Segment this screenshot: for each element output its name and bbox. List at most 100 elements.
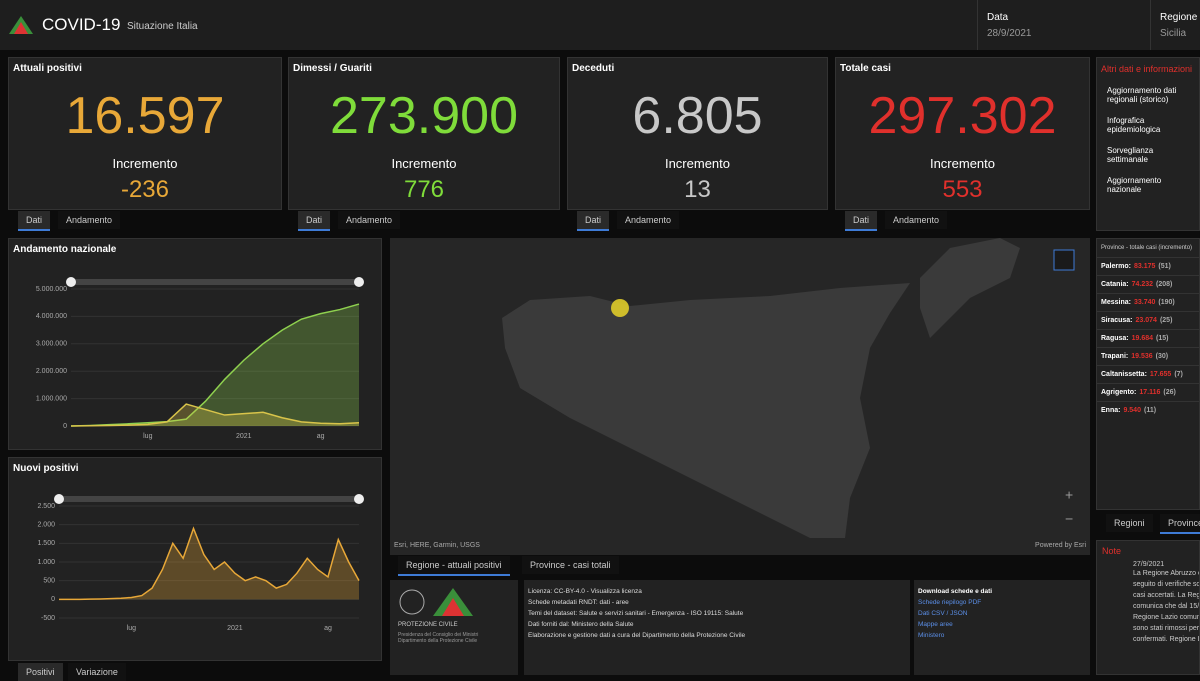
header: COVID-19 Situazione Italia Data 28/9/202… bbox=[0, 0, 1200, 50]
tab[interactable]: Province - casi totali bbox=[522, 556, 619, 574]
slider-handle[interactable] bbox=[354, 277, 364, 287]
tab[interactable]: Dati bbox=[845, 211, 878, 231]
province-value: 74.232 bbox=[1131, 281, 1154, 288]
area bbox=[71, 304, 359, 426]
logo-sub: Presidenza del Consiglio dei Ministri Di… bbox=[398, 632, 479, 644]
tab[interactable]: Dati bbox=[298, 211, 331, 231]
y-tick-label: 1.000 bbox=[37, 559, 55, 566]
province-row: Ragusa: 19.684 (15) bbox=[1097, 329, 1199, 347]
province-delta: (190) bbox=[1158, 299, 1175, 306]
footer-line: Temi del dataset: Salute e servizi sanit… bbox=[528, 610, 744, 617]
province-value: 33.740 bbox=[1133, 299, 1156, 306]
card-label: Attuali positivi bbox=[13, 63, 82, 74]
card-delta: 776 bbox=[403, 176, 445, 203]
logo bbox=[399, 588, 473, 616]
y-tick-label: 1.000.000 bbox=[36, 395, 67, 402]
province-row: Caltanissetta: 17.655 (7) bbox=[1097, 365, 1199, 383]
map-shapes: +− bbox=[390, 238, 1090, 555]
attribution: Powered by Esri bbox=[1035, 542, 1086, 549]
province-name: Siracusa: bbox=[1101, 317, 1133, 324]
province-value: 83.175 bbox=[1133, 263, 1156, 270]
province-value: 9.540 bbox=[1123, 407, 1141, 414]
tab[interactable]: Dati bbox=[577, 211, 610, 231]
download-link[interactable]: Ministero bbox=[918, 632, 945, 639]
tab[interactable]: Variazione bbox=[68, 663, 126, 681]
province-row: Agrigento: 17.116 (26) bbox=[1097, 383, 1199, 401]
map: + − Esri, HERE, Garmin, USGS Powered by E… bbox=[390, 238, 1090, 555]
province-name: Caltanissetta: bbox=[1101, 371, 1147, 378]
card-delta-label: Incremento bbox=[112, 156, 178, 171]
y-tick-label: 500 bbox=[43, 578, 55, 585]
info-link[interactable]: Sorveglianza settimanale bbox=[1107, 146, 1154, 164]
tab[interactable]: Dati bbox=[18, 211, 51, 231]
download-link[interactable]: Mappe aree bbox=[918, 621, 953, 628]
chart-title: Andamento nazionale bbox=[13, 244, 117, 255]
download-link[interactable]: Schede riepilogo PDF bbox=[918, 599, 982, 606]
logo-text: PROTEZIONE CIVILE bbox=[398, 622, 458, 628]
province-value: 19.536 bbox=[1131, 353, 1153, 360]
notes-date: 27/9/2021 bbox=[1133, 561, 1165, 568]
province-delta: (15) bbox=[1156, 335, 1169, 342]
area bbox=[71, 404, 359, 426]
province-panel: Province - totale casi (incremento) Pale… bbox=[1096, 238, 1200, 510]
tab[interactable]: Regioni bbox=[1106, 514, 1153, 532]
x-tick-label: ag bbox=[324, 625, 332, 632]
chart-panel: Nuovi positivi -500 0 500 1.000 1.500 2.000 2.… bbox=[8, 457, 382, 661]
card-label: Dimessi / Guariti bbox=[293, 63, 372, 74]
province-name: Palermo: bbox=[1101, 263, 1131, 270]
tab[interactable]: Province bbox=[1160, 514, 1200, 534]
chart-panel: Andamento nazionale 0 1.000.000 2.000.000 3… bbox=[8, 238, 382, 450]
slider-handle[interactable] bbox=[66, 277, 76, 287]
y-tick-label: 0 bbox=[63, 423, 67, 430]
card: Dimessi / Guariti 273.900 Incremento 776 bbox=[288, 57, 560, 210]
tab[interactable]: Regione - attuali positivi bbox=[398, 556, 510, 576]
card-label: Deceduti bbox=[572, 63, 615, 74]
province-delta: (26) bbox=[1163, 389, 1176, 396]
line bbox=[59, 526, 360, 601]
y-tick-label: 1.500 bbox=[37, 540, 55, 547]
date: 28/9/2021 bbox=[987, 28, 1032, 39]
card: Attuali positivi 16.597 Incremento -236 bbox=[8, 57, 282, 210]
slider-handle[interactable] bbox=[354, 494, 364, 504]
chart-title: Nuovi positivi bbox=[13, 463, 79, 474]
notes-text: La Regione Abruzzo comunica che a seguit… bbox=[1133, 570, 1200, 643]
tab[interactable]: Andamento bbox=[885, 211, 948, 229]
card-delta: 13 bbox=[684, 176, 711, 203]
x-tick-label: 2021 bbox=[227, 625, 243, 632]
y-tick-label: 0 bbox=[51, 596, 55, 603]
slider-handle[interactable] bbox=[54, 494, 64, 504]
chart: 0 1.000.000 2.000.000 3.000.000 4.000.000 5.0… bbox=[36, 277, 364, 440]
province-name: Ragusa: bbox=[1101, 335, 1129, 342]
x-tick-label: ag bbox=[317, 433, 325, 440]
province-delta: (30) bbox=[1155, 353, 1169, 360]
footer-info: Licenza: CC-BY-4.0 - Visualizza licenza S… bbox=[524, 580, 910, 675]
province-value: 23.074 bbox=[1135, 317, 1157, 324]
province-name: Trapani: bbox=[1101, 353, 1129, 360]
x-tick-label: 2021 bbox=[236, 433, 252, 440]
y-tick-label: 2.500 bbox=[37, 503, 55, 510]
province-name: Catania: bbox=[1101, 281, 1129, 288]
province-row: Enna: 9.540 (11) bbox=[1097, 401, 1199, 419]
download-title: Download schede e dati bbox=[918, 588, 993, 595]
slider bbox=[71, 279, 359, 285]
tab[interactable]: Andamento bbox=[617, 211, 680, 229]
info-link[interactable]: Aggiornamento dati regionali (storico) bbox=[1107, 86, 1177, 104]
card-label: Totale casi bbox=[840, 63, 891, 74]
notes: Note 27/9/2021 La Regione Abruzzo comuni… bbox=[1096, 540, 1200, 675]
info-link[interactable]: Infografica epidemiologica bbox=[1107, 116, 1161, 134]
title: COVID-19 bbox=[42, 15, 121, 34]
region: Sicilia bbox=[1160, 28, 1187, 39]
download-link[interactable]: Dati CSV / JSON bbox=[918, 610, 968, 617]
tab[interactable]: Positivi bbox=[18, 663, 63, 681]
card-value: 297.302 bbox=[868, 87, 1057, 145]
province-value: 17.655 bbox=[1149, 371, 1172, 378]
footer-line: Dati forniti dal: Ministero della Salute bbox=[528, 621, 634, 628]
card-delta-label: Incremento bbox=[664, 156, 731, 171]
province-delta: (7) bbox=[1174, 371, 1183, 378]
line bbox=[70, 303, 360, 427]
info-link[interactable]: Aggiornamento nazionale bbox=[1107, 176, 1162, 194]
card-delta: 553 bbox=[942, 176, 983, 203]
tab[interactable]: Andamento bbox=[338, 211, 401, 229]
tab[interactable]: Andamento bbox=[58, 211, 121, 229]
